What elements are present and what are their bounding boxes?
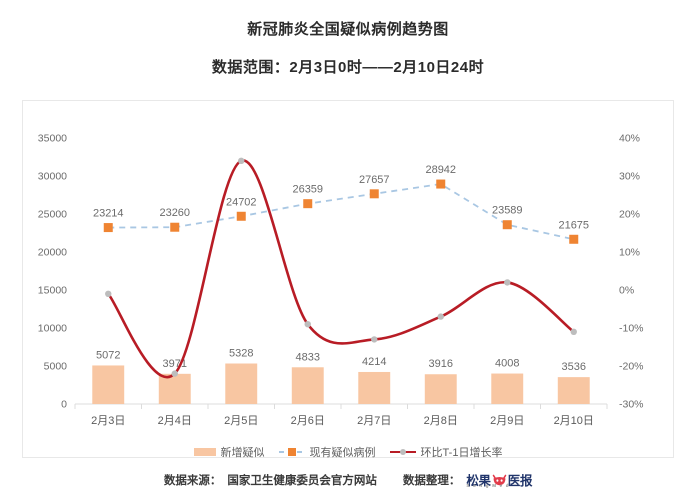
bar[interactable] [92, 365, 125, 404]
bar-value-label: 5072 [96, 349, 120, 361]
growth-rate-marker[interactable] [504, 279, 511, 286]
x-axis-label: 2月6日 [291, 415, 325, 427]
bar-value-label: 4008 [495, 358, 519, 370]
legend-swatch-dashed-icon [278, 447, 305, 457]
legend-label-existing-suspected: 现有疑似病例 [309, 447, 376, 459]
growth-rate-marker[interactable] [371, 336, 378, 343]
legend-swatch-bar-icon [193, 448, 216, 456]
growth-rate-marker[interactable] [171, 370, 178, 377]
y-axis-left-tick: 0 [61, 399, 67, 411]
bar-value-label: 4214 [362, 356, 386, 368]
existing-suspected-marker[interactable] [303, 199, 313, 209]
legend-swatch-line-icon [389, 447, 416, 457]
existing-suspected-label: 28942 [425, 164, 456, 176]
x-axis-label: 2月3日 [91, 415, 125, 427]
existing-suspected-marker[interactable] [236, 211, 246, 221]
y-axis-left-tick: 30000 [38, 171, 67, 183]
bar[interactable] [225, 363, 258, 404]
x-axis-label: 2月4日 [158, 415, 192, 427]
x-axis-label: 2月8日 [424, 415, 458, 427]
bar-value-label: 5328 [229, 348, 253, 360]
growth-rate-marker[interactable] [437, 313, 444, 320]
existing-suspected-label: 23589 [492, 205, 523, 217]
legend-item-existing-suspected[interactable]: 现有疑似病例 [278, 444, 376, 460]
existing-suspected-marker[interactable] [369, 189, 379, 199]
legend-label-new-suspected: 新增疑似 [220, 447, 265, 459]
bar-value-label: 3916 [429, 358, 453, 370]
bar[interactable] [291, 367, 324, 404]
y-axis-right-tick: 10% [619, 247, 640, 259]
y-axis-right-tick: -10% [619, 323, 644, 335]
growth-rate-marker[interactable] [304, 321, 311, 328]
existing-suspected-label: 23214 [93, 208, 124, 220]
existing-suspected-marker[interactable] [103, 223, 113, 233]
growth-rate-marker[interactable] [238, 157, 245, 164]
y-axis-left-tick: 5000 [44, 361, 68, 373]
bar[interactable] [424, 374, 457, 404]
legend-item-growth-rate[interactable]: 环比T-1日增长率 [389, 444, 503, 460]
logo-text-left: 松果 [466, 474, 491, 488]
footer-compiler-label: 数据整理： [402, 474, 461, 487]
growth-rate-marker[interactable] [105, 290, 112, 297]
existing-suspected-label: 26359 [292, 184, 323, 196]
y-axis-right-tick: 40% [619, 133, 640, 145]
y-axis-left-tick: 20000 [38, 247, 67, 259]
bar-value-label: 3536 [562, 361, 586, 373]
chart-panel: 0 5000 10000 15000 20000 25000 30000 35000 -30% -… [22, 100, 674, 458]
y-axis-right-tick: 0% [619, 285, 634, 297]
growth-rate-line [106, 159, 576, 379]
growth-rate-marker[interactable] [570, 328, 577, 335]
y-axis-left-tick: 25000 [38, 209, 67, 221]
bar[interactable] [557, 377, 590, 404]
chart-footer: 数据来源： 国家卫生健康委员会官方网站 数据整理： 松果 医报 S o n g … [0, 470, 696, 489]
bar-value-label: 4833 [296, 351, 320, 363]
page-title: 新冠肺炎全国疑似病例趋势图 [247, 21, 449, 38]
y-axis-right-tick: -20% [619, 361, 644, 373]
existing-suspected-label: 24702 [226, 196, 257, 208]
legend-item-new-suspected[interactable]: 新增疑似 [193, 444, 265, 460]
footer-source-value: 国家卫生健康委员会官方网站 [227, 474, 377, 487]
bar[interactable] [358, 371, 391, 404]
brand-logo: 松果 医报 S o n g M e d [466, 470, 532, 489]
y-axis-right-tick: 20% [619, 209, 640, 221]
existing-suspected-label: 21675 [558, 219, 589, 231]
x-axis-label: 2月5日 [224, 415, 258, 427]
mascot-icon [492, 474, 507, 486]
footer-source-label: 数据来源： [163, 474, 222, 487]
existing-suspected-marker[interactable] [502, 220, 512, 230]
legend-label-growth-rate: 环比T-1日增长率 [420, 447, 503, 459]
existing-suspected-label: 23260 [159, 207, 190, 219]
y-axis-left-tick: 10000 [38, 323, 67, 335]
existing-suspected-line [108, 183, 574, 241]
x-axis-label: 2月10日 [554, 415, 594, 427]
existing-suspected-marker[interactable] [436, 179, 446, 189]
bar[interactable] [158, 373, 191, 404]
existing-suspected-marker[interactable] [569, 234, 579, 244]
logo-subtext: S o n g M e d [466, 483, 510, 488]
y-axis-left-tick: 15000 [38, 285, 67, 297]
trend-chart: 0 5000 10000 15000 20000 25000 30000 35000 -30% -… [38, 133, 644, 428]
x-axis-label: 2月9日 [490, 415, 524, 427]
page-subtitle: 数据范围：2月3日0时——2月10日24时 [211, 59, 485, 76]
x-axis-label: 2月7日 [357, 415, 391, 427]
existing-suspected-label: 27657 [359, 174, 390, 186]
y-axis-left-tick: 35000 [38, 133, 67, 145]
bar[interactable] [491, 373, 524, 404]
existing-suspected-marker[interactable] [170, 222, 180, 232]
logo-text-right: 医报 [507, 474, 533, 488]
chart-legend: 新增疑似 现有疑似病例 环比T-1日增长率 [0, 444, 696, 460]
y-axis-right-tick: 30% [619, 171, 640, 183]
y-axis-right-tick: -30% [619, 399, 644, 411]
